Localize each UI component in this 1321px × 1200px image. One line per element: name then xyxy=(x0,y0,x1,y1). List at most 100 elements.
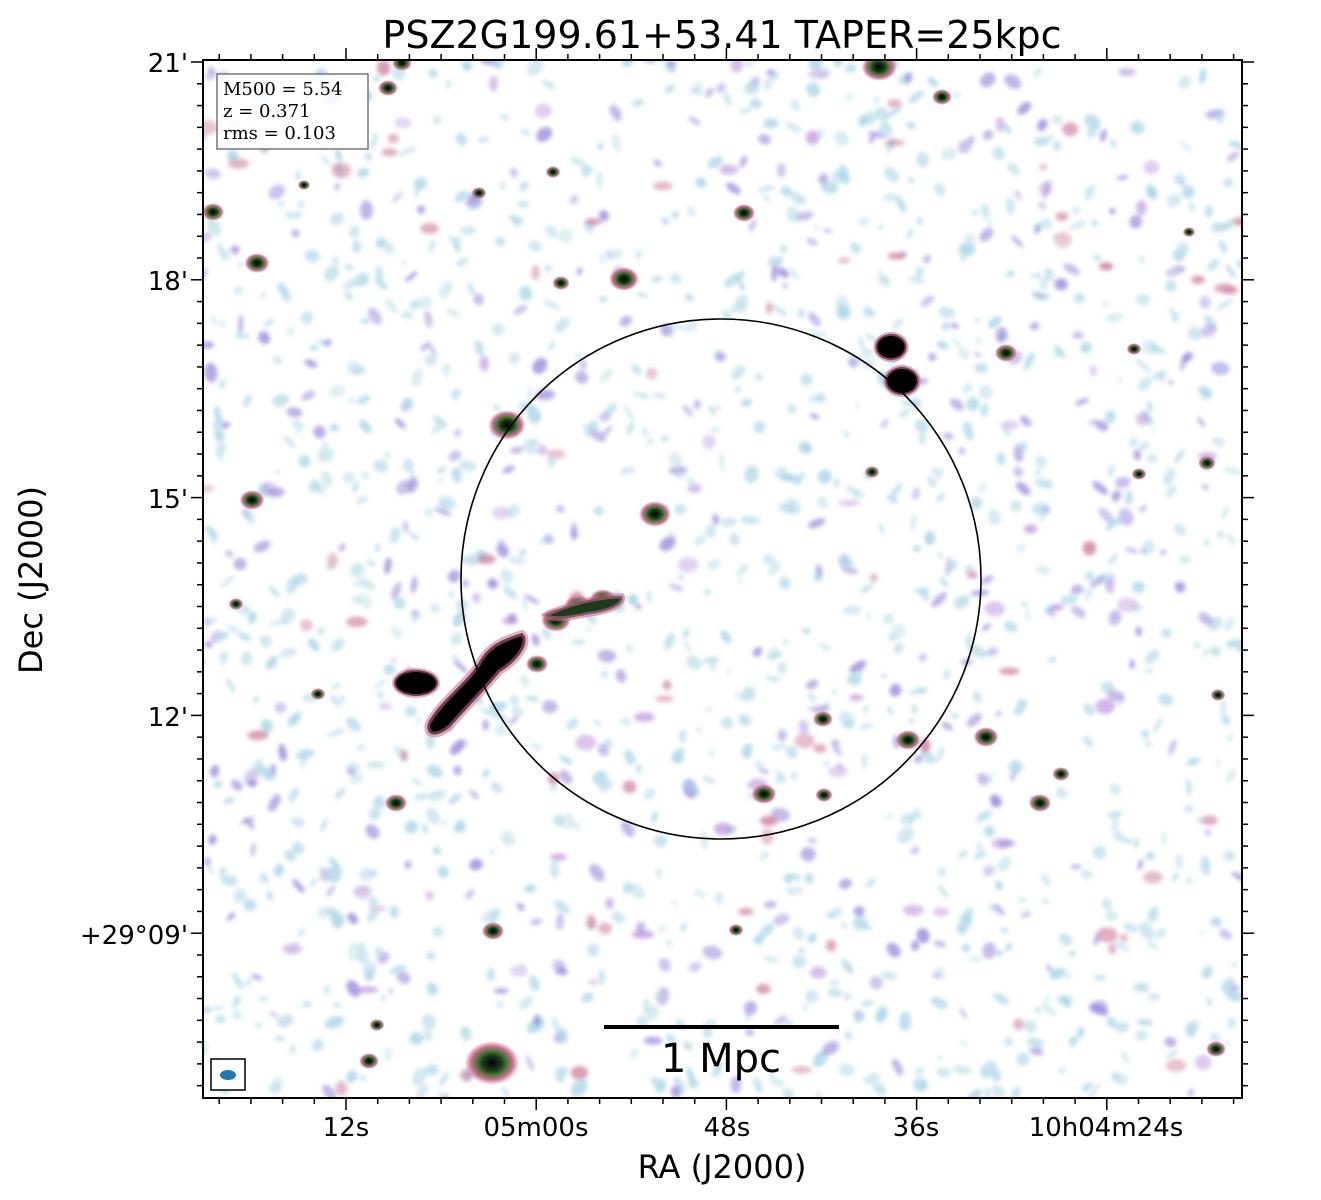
noise-blob xyxy=(726,182,741,195)
noise-blob xyxy=(895,195,907,213)
noise-blob xyxy=(570,527,578,541)
noise-blob xyxy=(748,219,757,232)
noise-blob xyxy=(598,253,606,264)
noise-blob xyxy=(1004,621,1018,633)
noise-blob xyxy=(528,975,540,992)
noise-blob xyxy=(765,75,780,83)
noise-blob xyxy=(373,459,389,473)
axis-ticks xyxy=(191,48,1254,1110)
noise-blob xyxy=(669,61,676,74)
noise-blob xyxy=(855,920,872,931)
noise-blob xyxy=(301,1000,313,1008)
radio-source xyxy=(815,788,833,802)
noise-blob xyxy=(962,383,973,394)
noise-blob xyxy=(645,367,658,380)
noise-blob xyxy=(1137,859,1144,871)
noise-blob xyxy=(1182,185,1195,199)
noise-blob xyxy=(1034,455,1047,469)
noise-blob xyxy=(760,828,774,845)
noise-blob xyxy=(536,444,548,456)
noise-blob xyxy=(845,63,857,74)
noise-blob xyxy=(331,256,340,265)
noise-blob xyxy=(446,308,461,317)
noise-blob xyxy=(785,886,804,895)
noise-blob xyxy=(389,905,399,919)
noise-blob xyxy=(973,850,987,860)
noise-blob xyxy=(418,295,433,309)
noise-blob xyxy=(636,292,649,298)
noise-blob xyxy=(421,823,428,834)
noise-blob xyxy=(686,207,696,217)
noise-blob xyxy=(208,834,217,845)
noise-blob xyxy=(1227,734,1233,742)
noise-blob xyxy=(250,842,256,857)
noise-blob xyxy=(519,548,527,556)
noise-blob xyxy=(384,1047,393,1061)
noise-blob xyxy=(224,248,231,262)
noise-blob xyxy=(773,913,790,926)
noise-blob xyxy=(1004,942,1013,952)
x-tick-label: 36s xyxy=(893,1113,940,1143)
noise-blob xyxy=(1000,420,1019,431)
radio-source xyxy=(471,187,487,199)
noise-blob xyxy=(905,229,915,239)
noise-blob xyxy=(1107,464,1115,477)
noise-blob xyxy=(836,305,851,320)
noise-blob xyxy=(816,496,828,509)
noise-blob xyxy=(366,559,376,568)
noise-blob xyxy=(796,211,814,221)
noise-blob xyxy=(884,139,905,147)
noise-blob xyxy=(1216,364,1227,376)
noise-blob xyxy=(462,579,470,588)
noise-blob xyxy=(631,364,642,376)
noise-blob xyxy=(1227,151,1240,162)
noise-blob xyxy=(404,860,412,870)
noise-blob xyxy=(1087,1083,1101,1098)
noise-blob xyxy=(213,779,223,789)
noise-blob xyxy=(1064,971,1072,980)
radio-source xyxy=(1052,767,1070,781)
noise-blob xyxy=(878,224,884,230)
noise-blob xyxy=(1173,524,1186,536)
noise-blob xyxy=(1199,67,1207,85)
noise-blob xyxy=(247,612,258,624)
noise-blob xyxy=(1006,162,1021,176)
noise-blob xyxy=(1129,215,1143,229)
noise-blob xyxy=(297,200,305,209)
noise-blob xyxy=(525,695,540,702)
noise-blob xyxy=(854,403,859,408)
noise-blob xyxy=(598,295,608,303)
noise-blob xyxy=(806,82,821,97)
noise-blob xyxy=(317,447,334,463)
noise-blob xyxy=(729,532,740,546)
noise-blob xyxy=(1155,928,1166,939)
noise-blob xyxy=(1046,963,1053,973)
noise-blob xyxy=(865,878,876,888)
noise-blob xyxy=(634,764,644,774)
noise-blob xyxy=(844,93,854,101)
noise-blob xyxy=(791,1066,812,1074)
noise-blob xyxy=(557,754,570,762)
noise-blob xyxy=(708,405,714,413)
noise-blob xyxy=(1014,189,1022,201)
noise-blob xyxy=(1029,1047,1044,1056)
noise-blob xyxy=(532,357,548,374)
noise-blob xyxy=(777,661,787,674)
noise-blob xyxy=(843,992,852,1001)
noise-blob xyxy=(1152,717,1163,732)
noise-blob xyxy=(437,865,449,878)
noise-blob xyxy=(476,136,491,143)
noise-blob xyxy=(533,1014,541,1027)
noise-blob xyxy=(723,273,740,289)
noise-blob xyxy=(203,484,215,493)
noise-blob xyxy=(491,506,511,520)
noise-blob xyxy=(1111,1071,1120,1082)
info-redshift: z = 0.371 xyxy=(223,101,311,122)
noise-blob xyxy=(373,678,387,690)
noise-blob xyxy=(636,1015,649,1028)
noise-blob xyxy=(344,264,354,271)
info-rms: rms = 0.103 xyxy=(223,123,336,144)
noise-blob xyxy=(214,430,225,442)
radio-lobe xyxy=(392,668,440,698)
noise-blob xyxy=(589,864,605,882)
